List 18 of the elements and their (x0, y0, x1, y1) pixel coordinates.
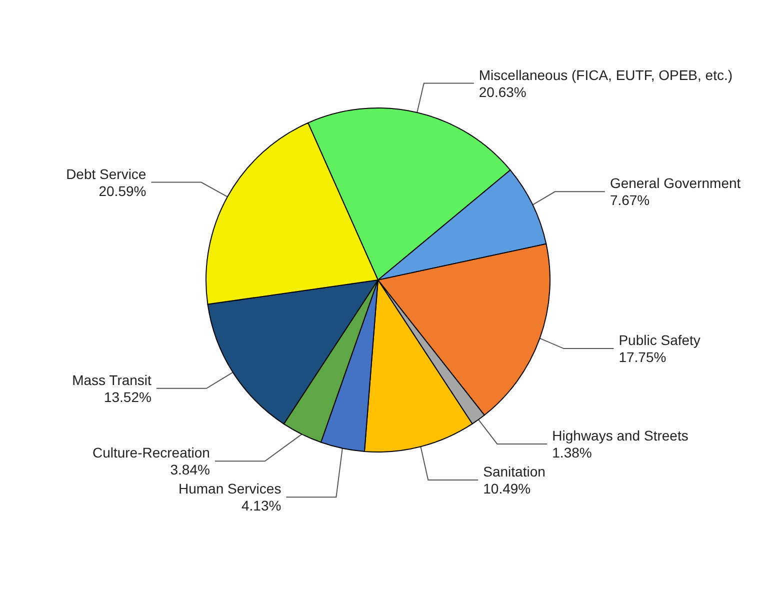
data-label: 17.75% (618, 349, 666, 366)
slice-label: Highways and Streets (552, 427, 688, 444)
slice-label: Miscellaneous (FICA, EUTF, OPEB, etc.) (478, 66, 733, 83)
slice-label: General Government (610, 175, 741, 192)
data-label: 4.13% (241, 498, 282, 514)
data-label: 20.63% (478, 84, 526, 100)
slice-label: Sanitation (483, 463, 546, 480)
slice-label: Mass Transit (72, 372, 152, 388)
data-label: 20.59% (98, 182, 146, 199)
data-label: 13.52% (104, 388, 152, 405)
slice-label: Human Services (178, 480, 282, 497)
data-label: 3.84% (170, 462, 210, 478)
slice-label: Culture-Recreation (92, 444, 210, 461)
slice-label: Public Safety (618, 332, 700, 348)
data-label: 1.38% (552, 444, 592, 460)
data-label: 10.49% (483, 480, 531, 496)
slice-label: Debt Service (66, 166, 146, 182)
data-label: 7.67% (610, 192, 650, 208)
